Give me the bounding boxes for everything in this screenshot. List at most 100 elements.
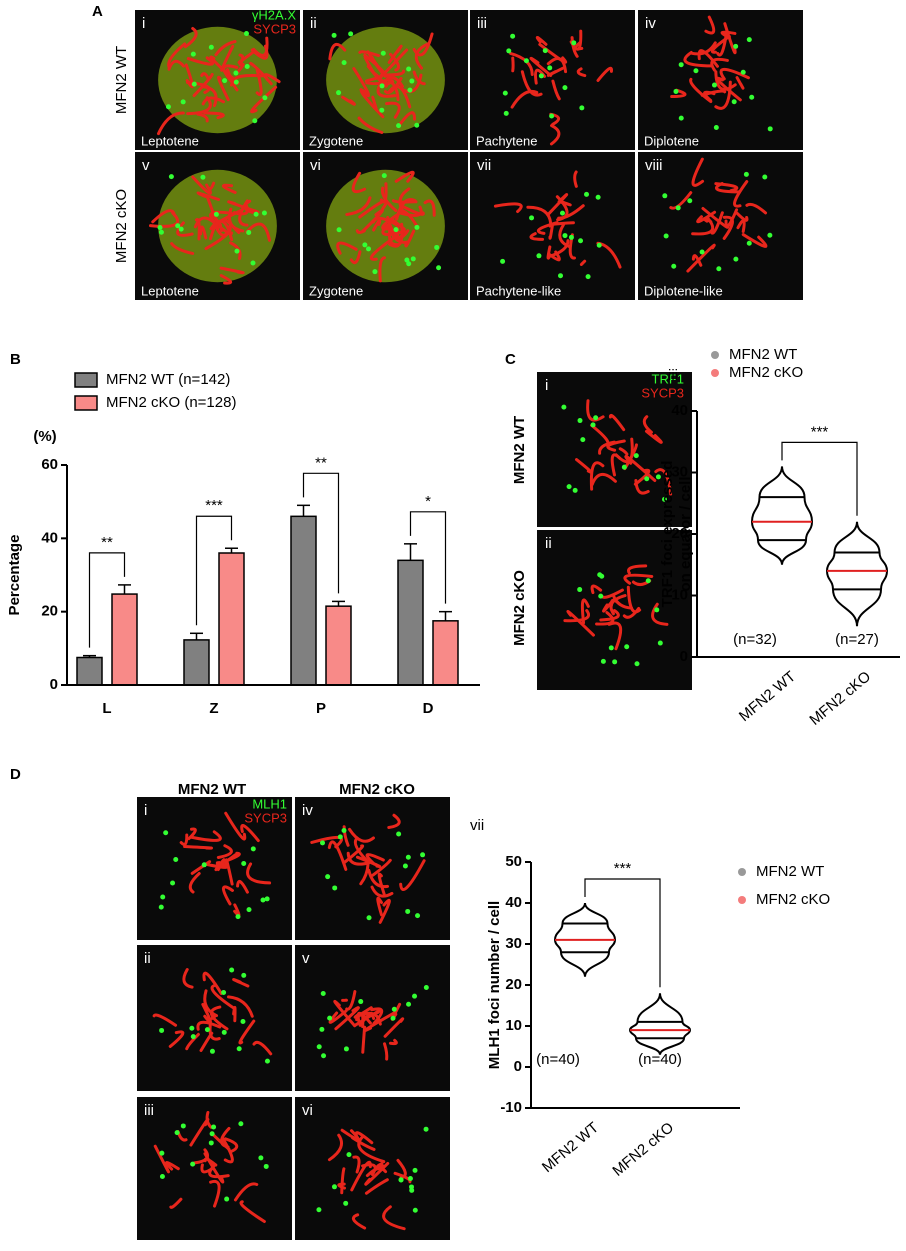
focus (506, 48, 511, 53)
focus (762, 174, 767, 179)
focus (391, 1016, 396, 1021)
focus (190, 1162, 195, 1167)
focus (598, 594, 603, 599)
focus (504, 111, 509, 116)
image-numeral: i (142, 15, 145, 32)
focus (658, 641, 663, 646)
focus (434, 245, 439, 250)
chromosome (212, 1017, 215, 1019)
focus (244, 31, 249, 36)
stage-label: Zygotene (309, 283, 363, 298)
focus (319, 1027, 324, 1032)
y-tick-label: 0 (514, 1058, 522, 1075)
focus (170, 880, 175, 885)
focus (558, 273, 563, 278)
n-label: (n=40) (638, 1051, 682, 1068)
focus (234, 80, 239, 85)
focus (325, 874, 330, 879)
image-numeral: ii (144, 950, 151, 967)
focus (346, 1152, 351, 1157)
focus (424, 1127, 429, 1132)
micrograph (295, 1097, 450, 1240)
focus (265, 1059, 270, 1064)
focus (159, 230, 164, 235)
focus (247, 907, 252, 912)
focus (646, 578, 651, 583)
stage-label: Pachytene (476, 133, 537, 148)
focus (261, 898, 266, 903)
focus (399, 1177, 404, 1182)
legend-label: MFN2 cKO (729, 364, 803, 381)
focus (577, 418, 582, 423)
focus (749, 95, 754, 100)
focus (382, 173, 387, 178)
focus (747, 241, 752, 246)
row-label: MFN2 cKO (113, 189, 130, 263)
legend-label: MFN2 WT (729, 346, 797, 363)
focus (332, 885, 337, 890)
significance-bracket (782, 442, 857, 515)
significance-bracket (585, 879, 660, 987)
focus (179, 227, 184, 232)
y-tick-label: 40 (671, 402, 688, 419)
y-tick-label: 20 (41, 603, 58, 620)
micrograph (295, 797, 450, 940)
y-tick-label: 0 (50, 676, 58, 693)
y-tick-label: 20 (505, 976, 522, 993)
focus (405, 909, 410, 914)
y-unit: (%) (33, 428, 56, 445)
legend-swatch (75, 373, 97, 387)
focus (716, 266, 721, 271)
stage-label: Leptotene (141, 283, 199, 298)
chromosome (575, 172, 577, 186)
image-numeral: i (545, 377, 548, 394)
focus (536, 253, 541, 258)
stain-label: SYCP3 (641, 385, 684, 400)
image-numeral: vii (477, 157, 491, 174)
focus (411, 256, 416, 261)
legend-swatch (75, 396, 97, 410)
focus (593, 415, 598, 420)
focus (567, 484, 572, 489)
bar (112, 594, 137, 685)
focus (547, 65, 552, 70)
focus (679, 116, 684, 121)
bar (398, 560, 423, 685)
image-numeral: iii (144, 1102, 154, 1119)
focus (236, 914, 241, 919)
focus (163, 830, 168, 835)
focus (342, 828, 347, 833)
focus (596, 195, 601, 200)
focus (214, 212, 219, 217)
focus (251, 846, 256, 851)
focus (192, 82, 197, 87)
focus (543, 48, 548, 53)
focus (392, 1007, 397, 1012)
focus (578, 238, 583, 243)
image-numeral: i (144, 802, 147, 819)
focus (612, 659, 617, 664)
focus (320, 840, 325, 845)
focus (246, 230, 251, 235)
focus (413, 1168, 418, 1173)
legend-label: MFN2 WT (n=142) (106, 371, 230, 388)
x-tick-label: Z (209, 700, 218, 717)
focus (524, 58, 529, 63)
focus (561, 405, 566, 410)
focus (529, 215, 534, 220)
focus (238, 1121, 243, 1126)
bar (219, 553, 244, 685)
focus (264, 1164, 269, 1169)
focus (436, 265, 441, 270)
legend-marker (738, 868, 746, 876)
focus (343, 1201, 348, 1206)
focus (222, 1030, 227, 1035)
focus (744, 172, 749, 177)
focus (205, 1027, 210, 1032)
focus (733, 257, 738, 262)
image-numeral: v (302, 950, 310, 967)
focus (396, 832, 401, 837)
focus (358, 999, 363, 1004)
focus (420, 852, 425, 857)
